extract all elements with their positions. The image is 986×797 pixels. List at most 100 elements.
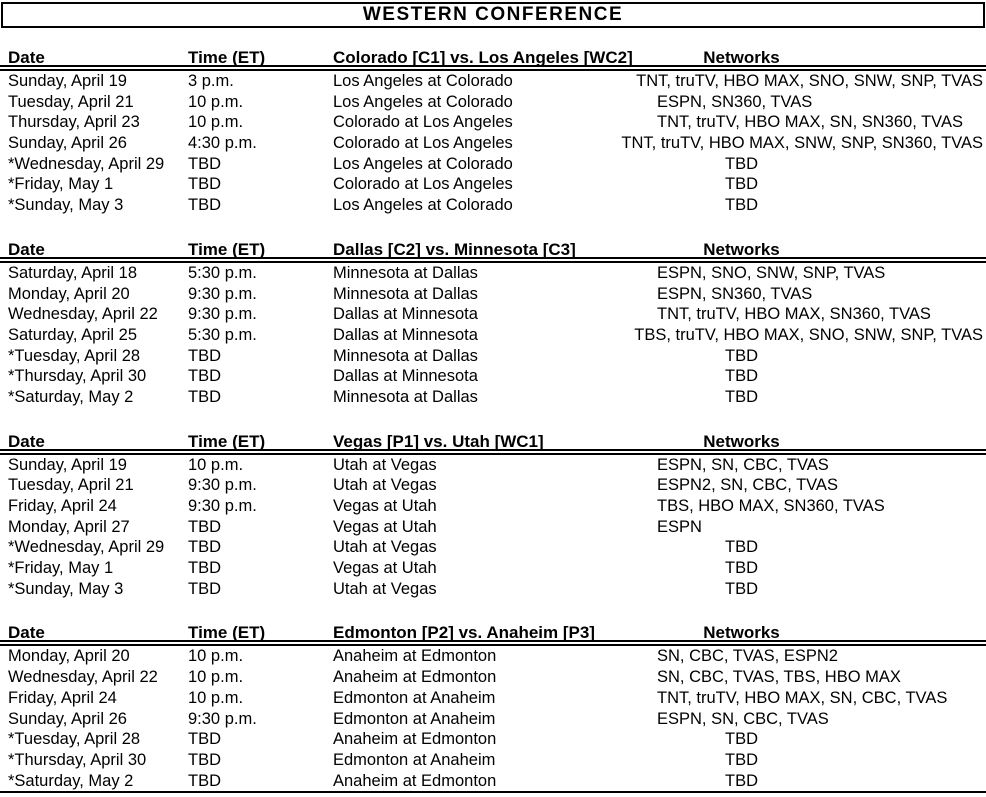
game-row: *Wednesday, April 29 TBD Los Angeles at …	[0, 154, 986, 175]
game-matchup: Minnesota at Dallas	[333, 387, 478, 406]
game-networks: TBD	[497, 154, 986, 175]
game-date: *Thursday, April 30	[8, 367, 147, 386]
game-row: *Saturday, May 2 TBD Minnesota at Dallas…	[0, 387, 986, 408]
series-rows: Saturday, April 18 5:30 p.m. Minnesota a…	[0, 263, 986, 408]
game-matchup: Colorado at Los Angeles	[333, 134, 513, 153]
game-row: Monday, April 20 10 p.m. Anaheim at Edmo…	[0, 646, 986, 667]
conference-title-box: WESTERN CONFERENCE	[1, 2, 985, 28]
game-matchup: Dallas at Minnesota	[333, 367, 478, 386]
game-date: Monday, April 27	[8, 517, 130, 536]
col-header-matchup: Edmonton [P2] vs. Anaheim [P3]	[333, 623, 595, 643]
header-rule	[0, 69, 986, 71]
game-networks: TNT, truTV, HBO MAX, SNO, SNW, SNP, TVAS	[497, 71, 986, 92]
game-time: 10 p.m.	[188, 455, 244, 474]
game-time: 10 p.m.	[188, 113, 244, 132]
game-matchup: Utah at Vegas	[333, 538, 437, 557]
game-time: 10 p.m.	[188, 668, 244, 687]
game-matchup: Edmonton at Anaheim	[333, 688, 496, 707]
game-time: 10 p.m.	[188, 92, 244, 111]
game-row: *Tuesday, April 28 TBD Minnesota at Dall…	[0, 346, 986, 367]
game-row: Sunday, April 19 3 p.m. Los Angeles at C…	[0, 71, 986, 92]
game-date: Saturday, April 18	[8, 263, 138, 282]
game-networks-text: TBD	[725, 154, 758, 173]
game-networks-text: TNT, truTV, HBO MAX, SN360, TVAS	[657, 305, 931, 324]
series-table: Date Time (ET) Dallas [C2] vs. Minnesota…	[0, 239, 986, 408]
game-row: Thursday, April 23 10 p.m. Colorado at L…	[0, 112, 986, 133]
game-networks: ESPN	[497, 517, 986, 538]
game-networks-text: ESPN, SN, CBC, TVAS	[657, 455, 829, 474]
series-tables: Date Time (ET) Colorado [C1] vs. Los Ang…	[0, 48, 986, 794]
game-networks: TNT, truTV, HBO MAX, SN, SN360, TVAS	[497, 112, 986, 133]
game-networks: ESPN, SN, CBC, TVAS	[497, 709, 986, 730]
game-networks: TBD	[497, 195, 986, 216]
game-time: TBD	[188, 175, 221, 194]
game-networks: ESPN, SNO, SNW, SNP, TVAS	[497, 263, 986, 284]
game-date: *Wednesday, April 29	[8, 538, 165, 557]
game-networks: TBD	[497, 558, 986, 579]
col-header-time: Time (ET)	[188, 623, 266, 643]
game-time: TBD	[188, 750, 221, 769]
game-networks-text: TNT, truTV, HBO MAX, SN, CBC, TVAS	[657, 688, 948, 707]
game-row: Sunday, April 26 4:30 p.m. Colorado at L…	[0, 133, 986, 154]
game-networks: TBD	[497, 366, 986, 387]
conference-title: WESTERN CONFERENCE	[362, 4, 624, 25]
game-networks-text: ESPN, SN, CBC, TVAS	[657, 709, 829, 728]
game-time: TBD	[188, 154, 221, 173]
game-row: Tuesday, April 21 10 p.m. Los Angeles at…	[0, 92, 986, 113]
game-matchup: Colorado at Los Angeles	[333, 113, 513, 132]
game-networks: TBD	[497, 387, 986, 408]
game-networks: ESPN, SN360, TVAS	[497, 92, 986, 113]
game-networks: TBD	[497, 174, 986, 195]
col-header-matchup: Colorado [C1] vs. Los Angeles [WC2]	[333, 48, 633, 67]
header-rule	[0, 644, 986, 647]
col-header-date: Date	[8, 239, 45, 259]
series-header-row: Date Time (ET) Vegas [P1] vs. Utah [WC1]…	[0, 431, 986, 451]
game-date: *Sunday, May 3	[8, 196, 124, 215]
game-time: TBD	[188, 771, 221, 790]
game-matchup: Vegas at Utah	[333, 517, 437, 536]
series-table: Date Time (ET) Vegas [P1] vs. Utah [WC1]…	[0, 431, 986, 600]
game-row: Wednesday, April 22 10 p.m. Anaheim at E…	[0, 667, 986, 688]
game-networks-text: TBD	[725, 175, 758, 194]
series-rows: Sunday, April 19 3 p.m. Los Angeles at C…	[0, 71, 986, 216]
game-networks: TBS, truTV, HBO MAX, SNO, SNW, SNP, TVAS	[497, 325, 986, 346]
game-networks-text: TBD	[725, 346, 758, 365]
game-matchup: Dallas at Minnesota	[333, 325, 478, 344]
game-matchup: Utah at Vegas	[333, 579, 437, 598]
series-header-row: Date Time (ET) Colorado [C1] vs. Los Ang…	[0, 48, 986, 67]
game-matchup: Colorado at Los Angeles	[333, 175, 513, 194]
game-networks-text: TBD	[725, 750, 758, 769]
game-row: Monday, April 20 9:30 p.m. Minnesota at …	[0, 284, 986, 305]
game-networks: ESPN, SN, CBC, TVAS	[497, 455, 986, 476]
game-date: Sunday, April 26	[8, 709, 127, 728]
game-time: 5:30 p.m.	[188, 325, 257, 344]
game-row: Friday, April 24 9:30 p.m. Vegas at Utah…	[0, 496, 986, 517]
game-time: 10 p.m.	[188, 647, 244, 666]
game-time: TBD	[188, 346, 221, 365]
game-date: *Sunday, May 3	[8, 579, 124, 598]
col-header-time: Time (ET)	[188, 239, 266, 259]
col-header-networks: Networks	[703, 431, 780, 451]
game-date: *Friday, May 1	[8, 559, 114, 578]
game-matchup: Minnesota at Dallas	[333, 346, 478, 365]
game-matchup: Edmonton at Anaheim	[333, 709, 496, 728]
game-date: Sunday, April 19	[8, 72, 127, 90]
game-row: Wednesday, April 22 9:30 p.m. Dallas at …	[0, 304, 986, 325]
game-time: TBD	[188, 559, 221, 578]
series-table: Date Time (ET) Colorado [C1] vs. Los Ang…	[0, 48, 986, 216]
col-header-matchup: Dallas [C2] vs. Minnesota [C3]	[333, 239, 576, 259]
game-time: TBD	[188, 517, 221, 536]
game-networks-text: TBD	[725, 559, 758, 578]
series-rows: Sunday, April 19 10 p.m. Utah at Vegas E…	[0, 455, 986, 600]
game-networks-text: SN, CBC, TVAS, ESPN2	[657, 647, 838, 666]
game-matchup: Anaheim at Edmonton	[333, 647, 497, 666]
game-row: Tuesday, April 21 9:30 p.m. Utah at Vega…	[0, 475, 986, 496]
game-row: Sunday, April 26 9:30 p.m. Edmonton at A…	[0, 709, 986, 730]
game-networks-text: ESPN2, SN, CBC, TVAS	[657, 476, 838, 495]
game-networks: TBD	[497, 729, 986, 750]
game-matchup: Los Angeles at Colorado	[333, 92, 513, 111]
game-matchup: Vegas at Utah	[333, 559, 437, 578]
game-networks-text: TBD	[725, 730, 758, 749]
game-time: 3 p.m.	[188, 72, 234, 90]
